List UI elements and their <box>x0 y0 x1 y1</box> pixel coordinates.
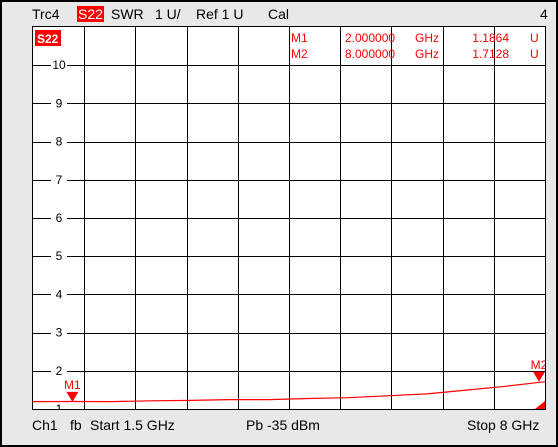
tick-label-bg <box>51 172 67 186</box>
tick-label-bg <box>51 287 67 301</box>
tick-label-bg <box>51 325 67 339</box>
trace-layer <box>33 381 545 403</box>
tick-label-bg <box>51 363 67 377</box>
y-tick-label: 5 <box>56 249 63 263</box>
reference-label[interactable]: Ref 1 U <box>196 6 244 22</box>
marker-2-name: M2 <box>291 47 308 61</box>
window-number: 4 <box>540 6 548 22</box>
marker-2-value: 1.7128 <box>472 47 509 61</box>
marker-2-flag-label: M2 <box>531 358 545 372</box>
marker-2-frequency-unit: GHz <box>415 47 439 61</box>
trace-name[interactable]: Trc4 <box>32 6 60 22</box>
marker-1-value-unit: U <box>530 31 539 45</box>
scale-label[interactable]: 1 U/ <box>155 6 181 22</box>
stop-edge-arrow-icon <box>535 401 545 409</box>
tick-label-bg <box>51 402 67 409</box>
trace-tag-box <box>35 30 61 46</box>
fb-label: fb <box>70 417 82 433</box>
format-label[interactable]: SWR <box>111 6 144 22</box>
s-parameter-label[interactable]: S22 <box>77 6 104 22</box>
marker-1-frequency: 2.000000 <box>345 31 395 45</box>
y-tick-label: 3 <box>56 326 63 340</box>
tick-label-bg <box>51 134 67 148</box>
plot-canvas: 10 9 8 7 6 5 4 3 2 1 M1 M2 S22 M1 2.000000 GHz 1.1… <box>33 27 545 409</box>
trace-s22-line[interactable] <box>33 381 545 403</box>
trace-tag[interactable]: S22 <box>35 30 61 46</box>
channel-label[interactable]: Ch1 <box>32 417 58 433</box>
trace-plot[interactable]: 10 9 8 7 6 5 4 3 2 1 M1 M2 S22 M1 2.000000 GHz 1.1… <box>32 26 546 410</box>
marker-info-table: M1 2.000000 GHz 1.1864 U M2 8.000000 GHz… <box>291 31 539 61</box>
marker-1-flag-label: M1 <box>64 378 81 392</box>
marker-1-frequency-unit: GHz <box>415 31 439 45</box>
y-tick-label: 7 <box>56 173 63 187</box>
tick-label-bg <box>51 211 67 224</box>
source-power[interactable]: Pb -35 dBm <box>246 417 320 433</box>
y-tick-label: 4 <box>56 287 63 301</box>
y-tick-label: 2 <box>56 364 63 378</box>
tick-label-bg <box>51 58 67 72</box>
cal-status: Cal <box>268 6 290 22</box>
y-tick-label: 10 <box>52 58 66 72</box>
tick-label-bg <box>51 96 67 110</box>
trace-tag-label: S22 <box>37 32 59 46</box>
marker-1-value: 1.1864 <box>472 31 509 45</box>
y-tick-label: 8 <box>56 135 63 149</box>
channel-footer[interactable]: Ch1 fb Start 1.5 GHz Pb -35 dBm Stop 8 G… <box>2 414 556 442</box>
y-tick-label: 9 <box>56 96 63 110</box>
y-tick-label: 6 <box>56 211 63 225</box>
trace-header[interactable]: Trc4 S22 SWR 1 U/ Ref 1 U Cal 4 <box>2 2 556 26</box>
marker-2-value-unit: U <box>530 47 539 61</box>
stop-frequency[interactable]: Stop 8 GHz <box>467 417 540 433</box>
start-frequency[interactable]: Start 1.5 GHz <box>90 417 175 433</box>
marker-layer: M1 M2 <box>64 358 545 409</box>
tick-label-bg <box>51 249 67 263</box>
marker-1-name: M1 <box>291 31 308 45</box>
marker-2-frequency: 8.000000 <box>345 47 395 61</box>
grid: 10 9 8 7 6 5 4 3 2 1 <box>33 27 545 409</box>
marker-2-triangle[interactable] <box>533 371 545 382</box>
y-tick-label: 1 <box>56 402 63 409</box>
marker-1-triangle[interactable] <box>66 391 79 402</box>
